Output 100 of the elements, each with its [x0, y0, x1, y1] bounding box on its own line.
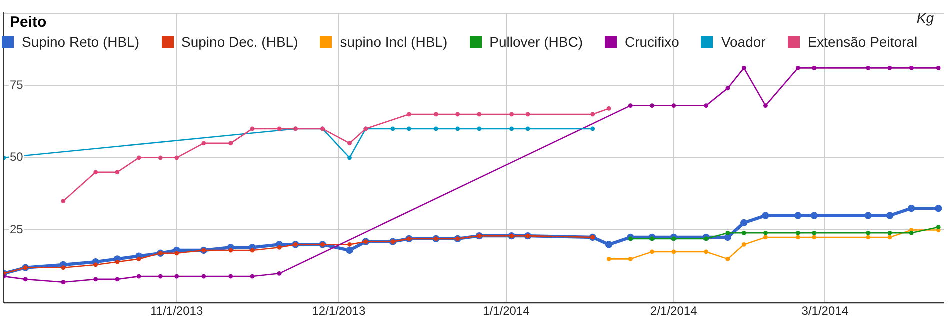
point	[406, 126, 412, 132]
point	[61, 280, 66, 285]
point	[115, 260, 120, 264]
legend-label: Supino Reto (HBL)	[22, 34, 140, 50]
point	[346, 246, 354, 254]
point	[174, 274, 180, 279]
point	[908, 204, 916, 212]
x-tick-label: 12/1/2013	[312, 304, 366, 318]
point	[812, 235, 817, 240]
point	[94, 170, 98, 175]
point	[477, 112, 482, 117]
point	[866, 235, 871, 240]
point	[136, 256, 142, 262]
x-tick-label: 2/1/2014	[650, 304, 698, 318]
point	[202, 274, 206, 279]
point	[672, 250, 676, 254]
point	[794, 212, 802, 220]
point	[158, 274, 163, 279]
point	[348, 141, 352, 146]
point	[277, 245, 282, 250]
point	[605, 241, 613, 248]
point	[650, 236, 654, 242]
point	[250, 274, 255, 279]
point	[762, 212, 770, 220]
point	[726, 86, 730, 91]
point	[136, 274, 142, 279]
point	[796, 230, 800, 236]
point	[456, 112, 460, 117]
point	[510, 126, 514, 132]
chart-title: Peito	[10, 14, 47, 31]
point	[606, 256, 612, 262]
point	[277, 271, 282, 276]
point	[174, 251, 180, 256]
point	[115, 170, 120, 175]
point	[348, 242, 352, 247]
point	[526, 126, 530, 132]
point	[796, 235, 800, 240]
point	[796, 66, 800, 70]
point	[228, 141, 234, 146]
point	[158, 156, 163, 160]
point	[726, 256, 730, 262]
point	[94, 277, 98, 282]
point	[250, 248, 255, 253]
point	[742, 242, 746, 247]
point	[812, 66, 817, 70]
point	[742, 230, 746, 236]
legend-label: Crucifixo	[624, 34, 680, 50]
point	[136, 156, 142, 160]
point	[590, 126, 596, 132]
point	[434, 126, 438, 132]
point	[228, 274, 234, 279]
point	[406, 112, 412, 117]
point	[888, 235, 892, 240]
point	[866, 230, 871, 236]
legend-label: supino Incl (HBL)	[340, 34, 448, 50]
point	[672, 236, 676, 242]
point	[348, 156, 352, 160]
point	[724, 234, 732, 242]
point	[61, 199, 66, 204]
point	[888, 230, 892, 236]
point	[888, 66, 892, 70]
point	[704, 236, 708, 242]
point	[434, 112, 438, 117]
point	[764, 230, 768, 236]
y-tick-label: 50	[10, 150, 24, 164]
point	[936, 225, 941, 230]
point	[115, 277, 120, 282]
legend-label: Extensão Peitoral	[808, 34, 918, 50]
point	[174, 156, 180, 160]
point	[936, 66, 941, 70]
point	[650, 104, 654, 108]
point	[628, 104, 633, 108]
point	[606, 106, 612, 111]
x-tick-label: 1/1/2014	[483, 304, 530, 318]
point	[277, 126, 282, 132]
point	[650, 250, 654, 254]
point	[628, 236, 633, 242]
point	[742, 66, 746, 70]
point	[477, 126, 482, 132]
point	[94, 262, 98, 268]
point	[526, 112, 530, 117]
point	[456, 126, 460, 132]
point	[590, 112, 596, 117]
point	[909, 230, 914, 236]
point	[628, 256, 633, 262]
point	[704, 104, 708, 108]
x-tick-label: 11/1/2013	[150, 304, 204, 318]
point	[810, 212, 818, 220]
legend-label: Voador	[721, 34, 766, 50]
point	[61, 266, 66, 270]
legend-label: Supino Dec. (HBL)	[182, 34, 298, 50]
point	[764, 104, 768, 108]
point	[909, 66, 914, 70]
y-tick-label: 25	[10, 222, 24, 237]
y-axis-title: Kg	[916, 10, 934, 26]
point	[23, 277, 28, 282]
point	[510, 112, 514, 117]
y-tick-label: 75	[10, 78, 24, 92]
point	[704, 250, 708, 254]
point	[202, 141, 206, 146]
